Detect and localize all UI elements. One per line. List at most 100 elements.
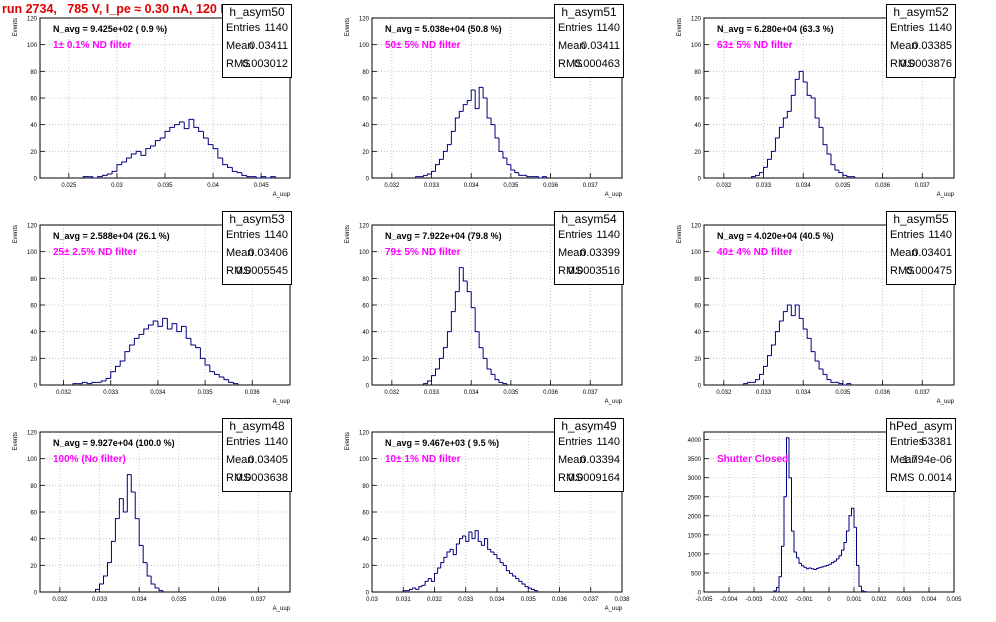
histogram-pad-h_asym53: 0 20 40 60 80 100 120 0.032 0.033 0.034 0.035 0.036… [0, 207, 332, 414]
stats-rms-label: RMS [558, 265, 583, 277]
histogram-bin [816, 567, 819, 570]
x-tick-label: 0.035 [157, 183, 173, 189]
histogram-bin [542, 176, 547, 178]
stats-rms-value: 0.0009164 [568, 472, 620, 484]
histogram-bin [434, 164, 440, 172]
y-axis-label: Events [677, 225, 683, 243]
x-tick-label: 0.032 [384, 390, 400, 396]
histogram-bin [147, 324, 154, 329]
histogram-bin [848, 515, 852, 532]
histogram-pad-h_asym48: 0 20 40 60 80 100 120 0.032 0.033 0.034 0.035 0.036… [0, 414, 332, 621]
histogram-bin [843, 541, 847, 551]
histogram-bin [202, 131, 209, 139]
histogram-bin [72, 383, 78, 385]
histogram-bin [838, 170, 843, 174]
stats-mean-label: Mean [890, 454, 918, 466]
x-axis-label: A_uup [937, 399, 955, 405]
stats-entries-row: Entries 1140 [558, 228, 620, 243]
histogram-bin [412, 587, 416, 590]
histogram-bin [159, 137, 165, 141]
histogram-bin [236, 171, 242, 174]
histogram-bin [747, 381, 752, 384]
y-tick-label: 0 [366, 384, 370, 390]
histogram-bin [505, 565, 510, 572]
x-tick-label: 0.033 [103, 390, 119, 396]
histogram-bin [498, 379, 503, 383]
stats-box: h_asym54 Entries 1140 Mean 0.03399 RMS 0.00035… [554, 211, 624, 285]
histogram-bin [783, 496, 787, 547]
x-tick-label: 0.033 [458, 597, 474, 603]
histogram-bin [778, 320, 784, 332]
histogram-bin [454, 291, 460, 312]
x-tick-label: 0.035 [503, 183, 519, 189]
histogram-plot: 0 20 40 60 80 100 120 0.032 0.033 0.034 0.035 0.036… [13, 224, 291, 406]
x-tick-label: 0.034 [796, 390, 812, 396]
stats-title: h_asym49 [554, 418, 624, 433]
histogram-plot: 0 20 40 60 80 100 120 0.032 0.033 0.034 0.035 0.036… [345, 17, 623, 199]
histogram-bin [858, 565, 862, 587]
y-tick-label: 100 [27, 250, 38, 256]
stats-title: h_asym52 [886, 4, 956, 19]
y-tick-label: 40 [30, 330, 37, 336]
histogram-bins [402, 530, 539, 592]
histogram-bin [806, 82, 812, 96]
histogram-bin [502, 382, 507, 385]
histogram-bins [95, 474, 164, 592]
y-tick-label: 120 [359, 431, 370, 437]
navg-label: N_avg = 9.927e+04 (100.0 %) [53, 438, 175, 448]
y-axis-label: Events [13, 18, 19, 36]
histogram-bin [145, 148, 151, 156]
histogram-bin [791, 477, 794, 532]
histogram-bin [842, 172, 847, 176]
stats-rms-label: RMS [890, 265, 915, 277]
y-tick-label: 60 [362, 304, 369, 310]
histogram-bin [770, 150, 776, 160]
y-tick-label: 40 [694, 123, 701, 129]
stats-rms-value: 0.0014 [918, 472, 952, 484]
histogram-bin [506, 158, 511, 166]
histogram-bin [766, 158, 772, 168]
x-tick-label: 0.034 [132, 597, 148, 603]
histogram-bin [818, 567, 822, 569]
histogram-bin [774, 331, 780, 345]
stats-mean-label: Mean [226, 40, 254, 52]
navg-label: N_avg = 7.922e+04 (79.8 %) [385, 231, 502, 241]
histogram-bin [468, 531, 472, 542]
stats-rms-label: RMS [226, 472, 251, 484]
stats-rms-label: RMS [226, 58, 251, 70]
x-tick-label: -0.002 [770, 597, 788, 603]
histogram-bin [152, 320, 158, 325]
y-tick-label: 80 [30, 277, 37, 283]
histogram-bin [484, 538, 488, 546]
stats-mean-label: Mean [558, 454, 586, 466]
histogram-bin [438, 357, 444, 369]
histogram-bin [142, 545, 148, 564]
histogram-bin [526, 175, 531, 178]
histogram-bin [459, 538, 463, 544]
histogram-bin [190, 338, 196, 346]
histogram-bins [423, 267, 508, 385]
histogram-bin [798, 70, 804, 80]
histogram-bin [521, 581, 526, 585]
histogram-bin [512, 573, 516, 577]
y-tick-label: 100 [359, 250, 370, 256]
histogram-bin [821, 566, 824, 568]
y-axis-label: Events [13, 432, 19, 450]
histogram-bin [241, 172, 247, 176]
y-tick-label: 100 [27, 457, 38, 463]
x-tick-label: 0.035 [171, 597, 187, 603]
histogram-bin [138, 333, 144, 339]
histogram-bin [446, 144, 452, 152]
histogram-pad-h_asym52: 0 20 40 60 80 100 120 0.032 0.033 0.034 0.035 0.036… [664, 0, 996, 207]
histogram-bin [118, 498, 124, 519]
stats-mean-label: Mean [558, 247, 586, 259]
histogram-plot: 0 20 40 60 80 100 120 0.03 0.031 0.032 0.033 0.034 0… [345, 431, 630, 613]
y-tick-label: 80 [362, 277, 369, 283]
histogram-bin [133, 337, 140, 345]
stats-box: h_asym52 Entries 1140 Mean 0.03385 RMS 0.00038… [886, 4, 956, 78]
histogram-bin [231, 167, 238, 172]
histogram-bin [830, 379, 835, 383]
histogram-bin [246, 175, 252, 178]
y-tick-label: 20 [30, 357, 37, 363]
navg-label: N_avg = 4.020e+04 (40.5 %) [717, 231, 834, 241]
